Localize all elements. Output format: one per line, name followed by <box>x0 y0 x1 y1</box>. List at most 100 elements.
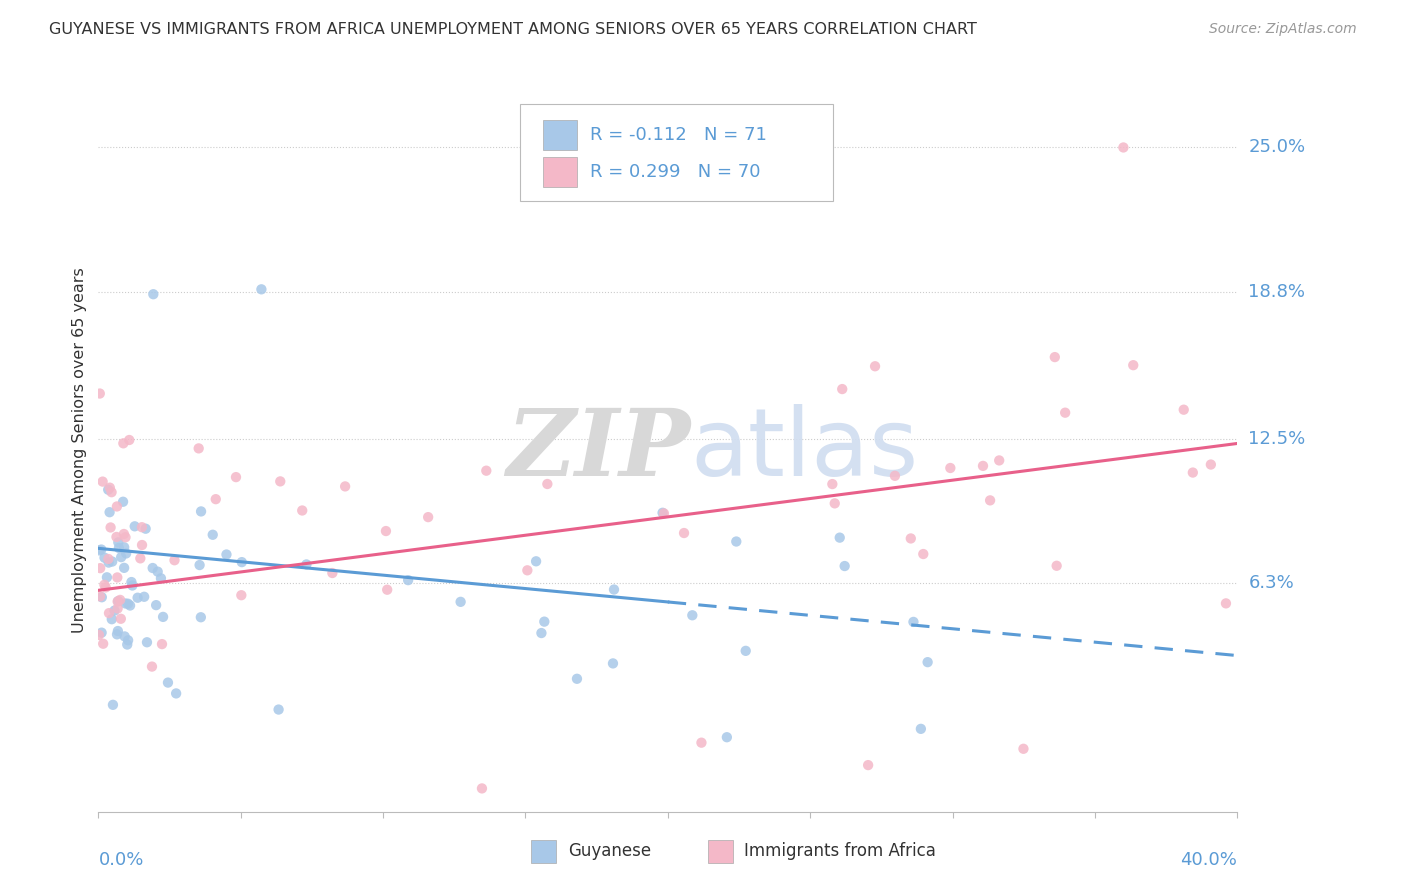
Point <box>1112 140 1135 154</box>
Point <box>90 542 112 557</box>
Point <box>690 736 713 750</box>
Point <box>107 624 129 638</box>
Point <box>912 547 935 561</box>
Point <box>107 601 129 615</box>
Point <box>89 590 111 604</box>
Point <box>536 477 558 491</box>
Text: 0.0%: 0.0% <box>98 851 143 869</box>
Point <box>129 551 152 566</box>
Point <box>939 461 962 475</box>
Point <box>1046 558 1069 573</box>
Point <box>105 500 128 514</box>
Point <box>903 615 925 629</box>
Point <box>250 282 273 296</box>
Point <box>187 442 209 456</box>
Point <box>471 781 494 796</box>
Point <box>524 554 547 568</box>
Point <box>107 594 129 608</box>
Point <box>108 593 131 607</box>
Point <box>131 538 153 552</box>
Point <box>114 597 136 611</box>
Text: R = 0.299   N = 70: R = 0.299 N = 70 <box>591 163 761 181</box>
Point <box>96 570 118 584</box>
Point <box>90 625 112 640</box>
Point <box>215 548 238 562</box>
Point <box>165 686 187 700</box>
Point <box>295 558 318 572</box>
Point <box>110 550 132 565</box>
Point <box>475 464 498 478</box>
Point <box>91 637 114 651</box>
Point <box>93 578 115 592</box>
Point <box>1199 458 1222 472</box>
Point <box>114 629 136 643</box>
Point <box>105 570 128 584</box>
Point <box>152 610 174 624</box>
Point <box>201 528 224 542</box>
Point <box>98 481 121 495</box>
Point <box>828 531 851 545</box>
Point <box>89 561 111 575</box>
Point <box>204 492 226 507</box>
Point <box>91 475 114 489</box>
Y-axis label: Unemployment Among Seniors over 65 years: Unemployment Among Seniors over 65 years <box>72 268 87 633</box>
Point <box>107 535 129 549</box>
Point <box>834 559 856 574</box>
Point <box>115 546 138 560</box>
FancyBboxPatch shape <box>520 103 832 202</box>
Point <box>225 470 247 484</box>
Point <box>103 603 125 617</box>
Point <box>267 702 290 716</box>
Point <box>1173 402 1195 417</box>
Point <box>105 627 128 641</box>
Point <box>291 503 314 517</box>
Point <box>142 561 165 575</box>
Point <box>1043 350 1066 364</box>
Point <box>375 582 398 597</box>
Point <box>333 479 356 493</box>
FancyBboxPatch shape <box>707 840 733 863</box>
Point <box>135 522 157 536</box>
Point <box>651 506 673 520</box>
Point <box>681 608 703 623</box>
Point <box>1054 406 1077 420</box>
Point <box>112 561 135 575</box>
Point <box>112 494 135 508</box>
Point <box>231 588 253 602</box>
Point <box>988 453 1011 467</box>
Point <box>673 526 696 541</box>
Point <box>831 382 853 396</box>
Point <box>112 436 135 450</box>
Point <box>1012 741 1035 756</box>
Point <box>112 541 135 555</box>
Point <box>97 483 120 497</box>
Point <box>725 534 748 549</box>
Text: 25.0%: 25.0% <box>1249 138 1306 156</box>
Point <box>136 635 159 649</box>
Point <box>100 520 122 534</box>
Point <box>321 566 343 580</box>
Point <box>134 590 156 604</box>
Point <box>190 610 212 624</box>
Point <box>89 386 111 401</box>
Point <box>190 504 212 518</box>
Point <box>115 638 138 652</box>
Point <box>131 520 153 534</box>
Point <box>93 550 115 565</box>
Text: ZIP: ZIP <box>506 406 690 495</box>
Point <box>734 644 756 658</box>
Point <box>418 510 440 524</box>
Text: Immigrants from Africa: Immigrants from Africa <box>744 842 936 861</box>
Point <box>105 530 128 544</box>
Text: GUYANESE VS IMMIGRANTS FROM AFRICA UNEMPLOYMENT AMONG SENIORS OVER 65 YEARS CORR: GUYANESE VS IMMIGRANTS FROM AFRICA UNEMP… <box>49 22 977 37</box>
FancyBboxPatch shape <box>531 840 557 863</box>
Point <box>97 552 120 566</box>
Point <box>141 659 163 673</box>
Point <box>100 485 122 500</box>
Point <box>120 575 142 590</box>
Point <box>863 359 886 374</box>
Point <box>979 493 1001 508</box>
Point <box>127 591 149 605</box>
Text: 6.3%: 6.3% <box>1249 574 1294 592</box>
Point <box>121 578 143 592</box>
